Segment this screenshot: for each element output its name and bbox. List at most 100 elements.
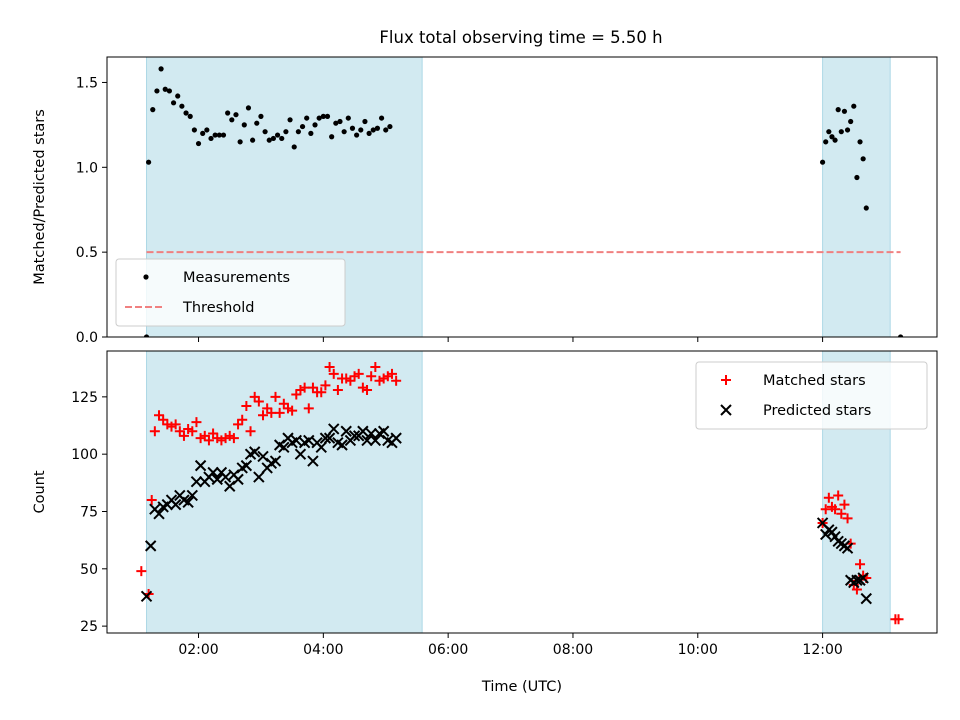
matched-star-point (241, 401, 252, 412)
measurement-point (262, 129, 268, 135)
matched-star-point (187, 426, 198, 437)
y-tick-label: 1.5 (76, 75, 98, 91)
predicted-star-point (377, 425, 390, 437)
matched-star-point (391, 375, 402, 386)
measurement-point (324, 113, 331, 119)
matched-star-point (839, 499, 850, 510)
predicted-star-point (153, 508, 165, 520)
panel-counts: 25 50 75 100 125 02:00 04:00 06:00 08:00 10:00 12:… (32, 350, 938, 695)
measurement-point (175, 93, 181, 99)
predicted-star-point (190, 475, 203, 488)
matched-star-point (146, 495, 157, 506)
predicted-star-point (336, 439, 348, 451)
measurement-point (848, 118, 854, 125)
x-tick-label: 02:00 (178, 642, 218, 658)
measurement-point (851, 103, 857, 109)
measurement-point (835, 107, 841, 113)
y-tick-label: 0.5 (76, 245, 98, 261)
measurement-point (366, 130, 372, 136)
measurement-point (383, 127, 389, 133)
matched-star-point (855, 559, 866, 570)
predicted-star-point (211, 473, 223, 486)
predicted-star-point (857, 572, 869, 584)
matched-star-point (178, 430, 189, 441)
legend: Measurements Threshold (115, 258, 346, 327)
measurement-point (308, 130, 314, 136)
measurement-point (823, 139, 829, 145)
predicted-star-point (182, 496, 194, 509)
measurement-point (162, 86, 168, 92)
matched-star-point (237, 414, 248, 425)
measurement-point (844, 127, 851, 133)
matched-star-point (228, 433, 239, 444)
measurement-point (183, 110, 189, 116)
predicted-star-point (253, 471, 265, 483)
matched-star-point (303, 403, 314, 414)
legend-marker (143, 274, 149, 280)
measurement-point (378, 115, 385, 121)
predicted-star-point (290, 434, 303, 447)
matched-star-point (366, 371, 377, 382)
legend-label: Measurements (183, 270, 290, 286)
measurement-point (841, 108, 848, 114)
x-tick-label: 10:00 (678, 642, 718, 658)
measurement-point (826, 129, 832, 135)
matched-star-point (332, 384, 343, 395)
predicted-star-point (294, 448, 307, 460)
measurement-point (345, 115, 351, 121)
measurement-point (250, 137, 256, 143)
measurement-point (312, 122, 318, 128)
legend-label: Predicted stars (763, 403, 871, 419)
panel-ratio: 0.0 0.5 1.0 1.5 Matched/Predicted stars Measu… (32, 56, 938, 346)
y-tick-label: 1.0 (76, 160, 98, 176)
measurement-point (179, 103, 185, 109)
measurement-point (387, 123, 393, 130)
predicted-star-point (328, 423, 340, 435)
matched-star-point (842, 513, 853, 524)
measurement-point (341, 129, 347, 135)
measurement-point (143, 334, 150, 337)
legend-marker (720, 404, 732, 416)
predicted-star-point (365, 427, 377, 440)
matched-star-point (287, 405, 298, 416)
predicted-star-point (361, 434, 373, 447)
measurement-point (187, 113, 193, 119)
matched-star-point (820, 504, 831, 515)
measurement-point (200, 130, 206, 136)
measurement-point (832, 137, 838, 143)
matched-star-point (320, 380, 331, 391)
matched-star-point (830, 504, 841, 515)
predicted-star-point (186, 489, 198, 502)
predicted-star-point (194, 459, 207, 472)
predicted-star-point (269, 455, 282, 467)
measurement-point (150, 107, 156, 113)
shaded-interval (822, 57, 891, 337)
measurement-point (838, 129, 844, 135)
measurement-point (279, 135, 285, 142)
y-tick-label: 50 (80, 562, 98, 578)
measurement-point (829, 134, 835, 140)
measurement-point (254, 120, 260, 126)
predicted-star-point (357, 425, 369, 437)
matched-star-point (170, 419, 181, 430)
matched-star-point (270, 391, 281, 402)
matched-star-point (833, 490, 844, 501)
x-axis-label: Time (UTC) (481, 679, 562, 695)
matched-star-point (258, 410, 269, 421)
predicted-star-point (240, 459, 253, 472)
y-tick-label: 75 (80, 504, 98, 520)
legend-label: Threshold (182, 300, 254, 316)
measurement-point (225, 110, 231, 116)
measurement-point (295, 129, 301, 135)
measurement-point (299, 123, 306, 130)
measurement-point (212, 132, 218, 138)
matched-star-point (823, 492, 834, 503)
measurement-point (216, 132, 222, 138)
measurement-point (204, 127, 210, 133)
legend: Matched stars Predicted stars (695, 361, 928, 430)
measurement-point (229, 117, 235, 123)
predicted-star-point (257, 450, 269, 463)
predicted-star-point (307, 455, 319, 467)
measurement-point (266, 137, 272, 143)
